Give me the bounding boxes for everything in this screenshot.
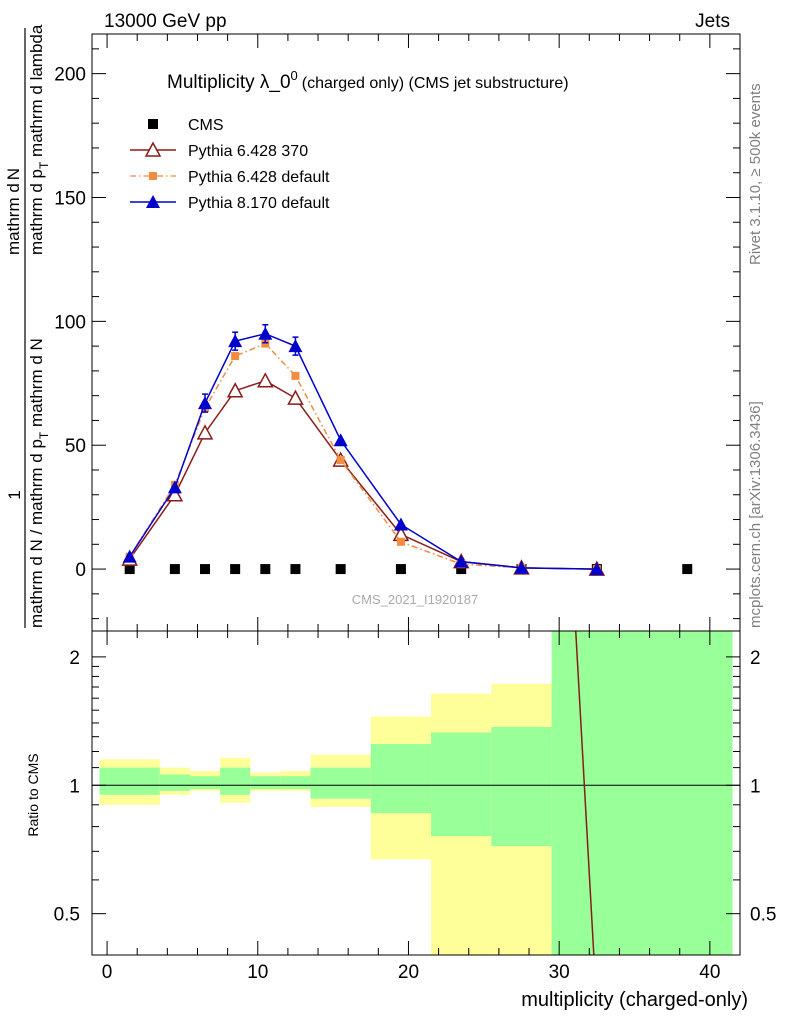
legend-marker-cms <box>148 119 158 129</box>
ratio-xtick-label: 0 <box>102 962 113 983</box>
ratio-band-inner <box>99 767 160 795</box>
main-ytick-label: 100 <box>54 312 86 333</box>
ylabel-upper-denominator: mathrm d pT mathrm d lambda <box>27 24 51 255</box>
ratio-y-label: Ratio to CMS <box>25 753 41 836</box>
main-ytick-label: 200 <box>54 65 86 86</box>
point-pythia6-default <box>336 456 345 465</box>
ratio-xtick-label: 10 <box>247 962 268 983</box>
ratio-band-inner <box>280 776 311 790</box>
ratio-ytick-label: 2 <box>69 648 80 669</box>
point-pythia8-default <box>122 549 137 563</box>
point-pythia8-default <box>589 562 604 576</box>
point-pythia6-370 <box>226 382 244 398</box>
point-pythia8-default <box>454 554 469 568</box>
ratio-band-inner <box>220 767 251 795</box>
point-pythia6-370 <box>166 486 184 502</box>
point-cms <box>335 564 346 575</box>
point-cms <box>395 564 406 575</box>
ratio-band-inner <box>189 776 221 790</box>
ratio-ytick-label-right: 1 <box>750 776 761 797</box>
point-pythia8-default <box>393 517 408 531</box>
main-ytick-label: 50 <box>65 436 86 457</box>
point-pythia8-default <box>258 326 273 340</box>
point-pythia8-default <box>288 339 303 353</box>
point-cms <box>260 564 271 575</box>
ylabel-numerator: 1 <box>5 490 24 499</box>
point-pythia6-default <box>291 371 300 380</box>
ratio-xtick-label: 30 <box>549 962 570 983</box>
point-cms <box>124 564 135 575</box>
point-pythia8-default <box>198 396 213 410</box>
analysis-watermark: CMS_2021_I1920187 <box>352 592 479 607</box>
ratio-ytick-label-right: 2 <box>750 648 761 669</box>
point-cms <box>200 564 211 575</box>
point-cms <box>290 564 301 575</box>
ratio-ytick-label: 1 <box>69 776 80 797</box>
legend-label-pythia6-370: Pythia 6.428 370 <box>188 143 308 160</box>
chart-title: Multiplicity λ_00 (charged only) (CMS jet… <box>167 68 569 93</box>
point-pythia6-370 <box>287 389 304 405</box>
ratio-curve <box>574 630 595 956</box>
rivet-version-label: Rivet 3.1.10, ≥ 500k events <box>747 83 764 265</box>
point-pythia6-default <box>261 339 270 348</box>
point-cms <box>682 564 693 575</box>
ratio-xtick-label: 20 <box>398 962 419 983</box>
point-pythia8-default <box>167 480 182 494</box>
header-left: 13000 GeV pp <box>104 11 227 32</box>
legend: CMS Pythia 6.428 370 Pythia 6.428 defaul… <box>130 117 330 212</box>
main-ytick-label: 0 <box>75 560 86 581</box>
legend-label-pythia8-default: Pythia 8.170 default <box>188 195 330 212</box>
legend-label-pythia6-default: Pythia 6.428 default <box>188 169 330 186</box>
main-ytick-label: 150 <box>54 188 86 209</box>
point-cms <box>456 564 467 575</box>
ratio-ytick-label-right: 0.5 <box>750 905 776 926</box>
ratio-panel: 0.5 0.51 12 20 10 20 30 40 Ratio to CMS multipl… <box>25 630 776 1011</box>
header-right: Jets <box>695 11 730 32</box>
legend-marker-pythia8-default <box>146 195 160 208</box>
ylabel-denominator: mathrm d N / mathrm d pT mathrm d N <box>27 338 51 628</box>
ratio-frame <box>91 630 741 956</box>
ratio-band-inner <box>551 631 733 955</box>
ratio-ytick-label: 0.5 <box>54 905 80 926</box>
mcplots-label: mcplots.cern.ch [arXiv:1306.3436] <box>747 401 764 628</box>
legend-marker-pythia6-default <box>149 172 157 180</box>
ratio-band-inner <box>431 732 492 837</box>
point-pythia6-370 <box>196 424 214 440</box>
point-pythia6-370 <box>257 372 274 388</box>
point-pythia8-default <box>333 433 348 447</box>
point-pythia6-default <box>396 537 405 546</box>
series-line-pythia8-default <box>129 332 597 570</box>
ratio-band-inner <box>310 767 371 799</box>
point-pythia8-default <box>514 560 529 574</box>
legend-label-cms: CMS <box>188 117 224 134</box>
main-panel: 0 50 100 150 200 Multiplicity λ_00 (charged o… <box>4 24 741 632</box>
ratio-xtick-label: 40 <box>699 962 720 983</box>
ylabel-upper-numerator: mathrm dN <box>4 168 23 255</box>
point-pythia8-default <box>228 334 243 348</box>
point-cms <box>230 564 241 575</box>
ratio-band-inner <box>159 774 190 791</box>
x-axis-label: multiplicity (charged-only) <box>521 989 748 1011</box>
ratio-band-inner <box>491 726 552 847</box>
point-cms <box>169 564 180 575</box>
main-y-axis-label: 1 mathrm d N / mathrm d pT mathrm d N ma… <box>4 24 51 628</box>
point-pythia6-default <box>231 352 240 361</box>
legend-marker-pythia6-370 <box>144 141 162 157</box>
ratio-band-inner <box>370 743 432 814</box>
series-line-pythia6-default <box>129 342 597 570</box>
ratio-band-inner <box>250 776 281 790</box>
